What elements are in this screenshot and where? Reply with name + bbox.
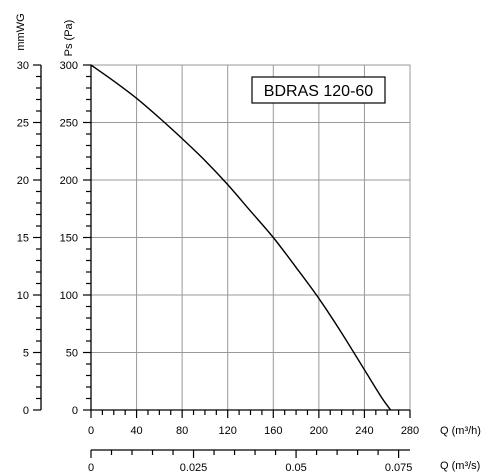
y-tick-label: 100: [60, 290, 78, 302]
y-tick-label: 300: [60, 60, 78, 72]
x2-tick-label: 0.05: [285, 462, 306, 474]
x-tick-label: 200: [310, 425, 328, 437]
x-axis-title: Q (m³/h): [440, 425, 481, 437]
y-tick-label: 0: [72, 405, 78, 417]
axes: 0 40 80 120 160 200 240 28005010015020025030005…: [17, 60, 419, 474]
y2-tick-label: 5: [23, 348, 29, 360]
y-tick-label: 200: [60, 175, 78, 187]
y2-tick-label: 25: [17, 118, 29, 130]
x-tick-label: 240: [355, 425, 373, 437]
y2-tick-label: 0: [23, 405, 29, 417]
grid: [91, 65, 410, 410]
x-tick-label: 0: [88, 425, 94, 437]
x-tick-label: 120: [219, 425, 237, 437]
x-tick-label: 40: [130, 425, 142, 437]
curve-layer: [90, 64, 392, 411]
performance-curve: [90, 64, 392, 411]
x-tick-label: 280: [401, 425, 419, 437]
y-tick-label: 50: [66, 348, 78, 360]
x-tick-label: 160: [264, 425, 282, 437]
x2-axis-title: Q (m³/s): [440, 460, 480, 472]
x2-tick-label: 0: [88, 462, 94, 474]
y2-tick-label: 20: [17, 175, 29, 187]
x2-tick-label: 0.075: [385, 462, 413, 474]
chart-title: BDRAS 120-60: [264, 83, 373, 100]
x-tick-label: 80: [176, 425, 188, 437]
y-tick-label: 150: [60, 233, 78, 245]
y2-axis-title: mmWG: [15, 13, 27, 50]
y-tick-label: 250: [60, 118, 78, 130]
y2-tick-label: 15: [17, 233, 29, 245]
x2-tick-label: 0.025: [180, 462, 208, 474]
y2-tick-label: 10: [17, 290, 29, 302]
y-axis-title: Ps (Pa): [63, 20, 75, 57]
model-label-box: [251, 76, 386, 104]
y2-tick-label: 30: [17, 60, 29, 72]
